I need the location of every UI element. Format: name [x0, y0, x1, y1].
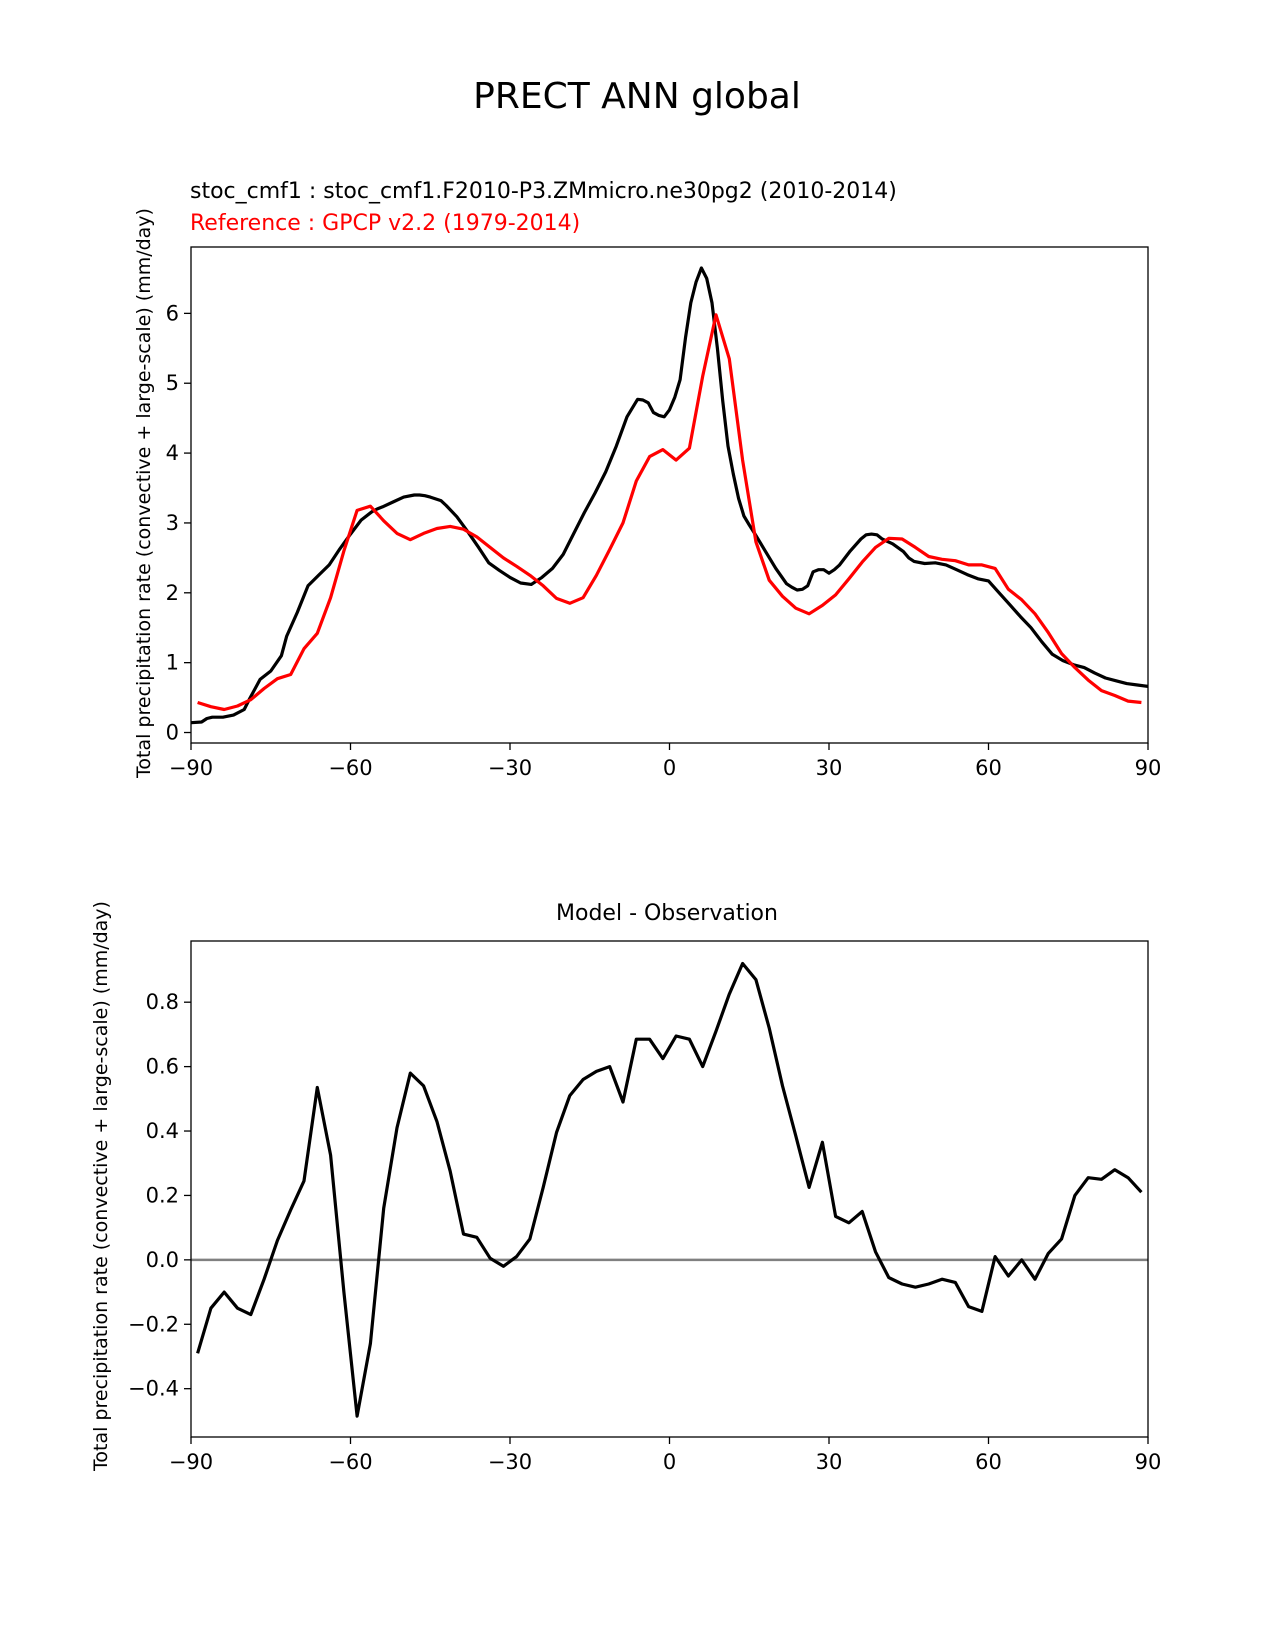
bottom-y-tick-label: −0.4 [128, 1377, 179, 1401]
top-y-tick-label: 6 [166, 301, 179, 325]
bottom-plot-area: −90 −60 −30 0 30 60 90 −0.4 −0.2 0.0 0.2 0.4 0.6 0.8 [128, 940, 1162, 1474]
bottom-x-tick-label: −60 [328, 1450, 372, 1474]
bottom-x-tick-label: 90 [1135, 1450, 1162, 1474]
top-panel: stoc_cmf1 : stoc_cmf1.F2010-P3.ZMmicro.n… [133, 179, 1161, 780]
top-x-tick-label: 90 [1135, 756, 1162, 780]
top-series-line-1 [197, 313, 1142, 712]
bottom-x-tick-label: −90 [169, 1450, 213, 1474]
top-y-tick-label: 2 [166, 581, 179, 605]
bottom-y-tick-label: 0.8 [146, 990, 179, 1014]
test-dataset-label: stoc_cmf1 : stoc_cmf1.F2010-P3.ZMmicro.n… [190, 179, 897, 204]
bottom-x-tick-label: 60 [975, 1450, 1002, 1474]
bottom-x-tick-label: 0 [663, 1450, 676, 1474]
reference-dataset-label: Reference : GPCP v2.2 (1979-2014) [190, 211, 580, 236]
top-x-tick-label: 60 [975, 756, 1002, 780]
top-x-tick-label: −90 [169, 756, 213, 780]
top-y-axis-label: Total precipitation rate (convective + l… [133, 208, 155, 779]
top-y-tick-label: 4 [166, 441, 179, 465]
top-y-tick-label: 0 [166, 721, 179, 745]
bottom-y-tick-label: 0.6 [146, 1055, 179, 1079]
bottom-series-line-0 [196, 961, 1143, 1418]
top-x-tick-label: −30 [488, 756, 532, 780]
top-x-tick-label: 0 [663, 756, 676, 780]
bottom-x-tick-label: 30 [816, 1450, 843, 1474]
top-y-tick-label: 1 [166, 651, 179, 675]
top-plot-area: −90 −60 −30 0 30 60 90 0 1 2 3 4 5 6 [166, 246, 1162, 780]
bottom-panel: Model - Observation Total precipitation … [90, 901, 1161, 1474]
bottom-y-tick-label: 0.0 [146, 1248, 179, 1272]
top-y-tick-label: 5 [166, 371, 179, 395]
bottom-y-tick-label: 0.4 [146, 1119, 179, 1143]
bottom-y-tick-label: 0.2 [146, 1183, 179, 1207]
bottom-y-axis-label: Total precipitation rate (convective + l… [90, 901, 112, 1472]
top-series-line-0 [191, 266, 1148, 725]
bottom-y-tick-label: −0.2 [128, 1312, 179, 1336]
top-x-tick-label: −60 [328, 756, 372, 780]
bottom-x-tick-label: −30 [488, 1450, 532, 1474]
bottom-panel-title: Model - Observation [556, 901, 778, 926]
figure-suptitle: PRECT ANN global [473, 76, 801, 117]
top-x-tick-label: 30 [816, 756, 843, 780]
top-y-tick-label: 3 [166, 511, 179, 535]
